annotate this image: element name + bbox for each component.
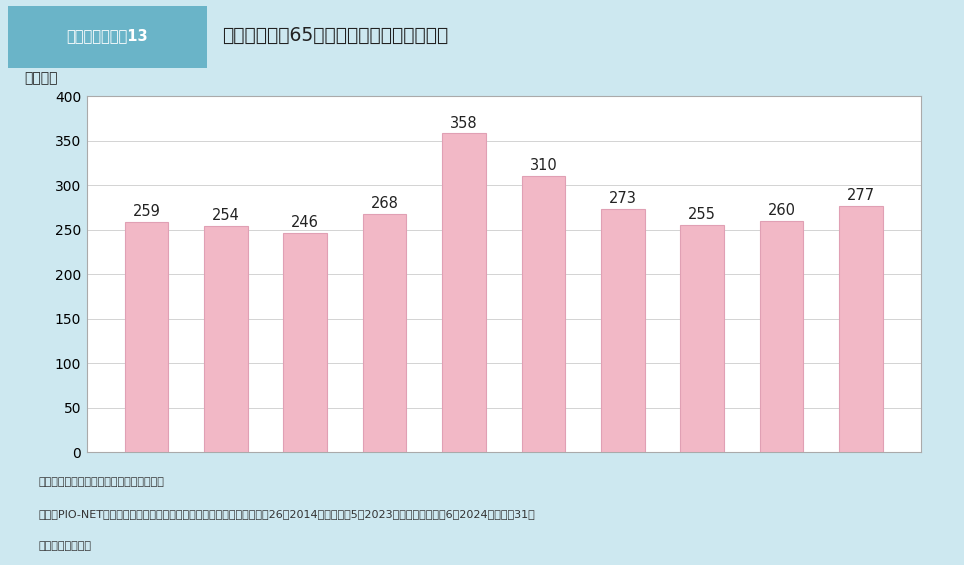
Bar [601, 209, 645, 452]
Bar [522, 176, 565, 452]
Text: 図１－２－４－13: 図１－２－４－13 [67, 28, 148, 43]
Text: 277: 277 [846, 188, 875, 203]
Bar [760, 220, 803, 452]
Text: 契約当事者が65歳以上の消費生活相談件数: 契約当事者が65歳以上の消費生活相談件数 [222, 26, 448, 45]
Bar [283, 233, 327, 452]
Text: （千件）: （千件） [24, 71, 58, 85]
Bar [204, 226, 248, 452]
Text: までの登録分: までの登録分 [39, 541, 92, 551]
Bar [839, 206, 883, 452]
Text: 310: 310 [529, 158, 557, 173]
Bar [442, 133, 486, 452]
Text: 246: 246 [291, 215, 319, 231]
Text: 255: 255 [688, 207, 716, 223]
Text: 273: 273 [609, 192, 636, 206]
Text: 268: 268 [371, 196, 398, 211]
Bar [8, 6, 207, 68]
Bar [362, 214, 407, 452]
Text: （注）PIO-NET（全国消費生活情報ネットワークシステム）による平成26（2014）年〜令和5（2023）年受付分、令和6（2024）年３月31日: （注）PIO-NET（全国消費生活情報ネットワークシステム）による平成26（20… [39, 509, 535, 519]
Text: 358: 358 [450, 116, 478, 131]
Bar [681, 225, 724, 452]
Text: 259: 259 [133, 204, 160, 219]
Text: 資料：消費者庁提供データより内閣府作成: 資料：消費者庁提供データより内閣府作成 [39, 477, 165, 487]
Text: 260: 260 [767, 203, 795, 218]
Bar [124, 221, 169, 452]
Text: 254: 254 [212, 208, 240, 223]
